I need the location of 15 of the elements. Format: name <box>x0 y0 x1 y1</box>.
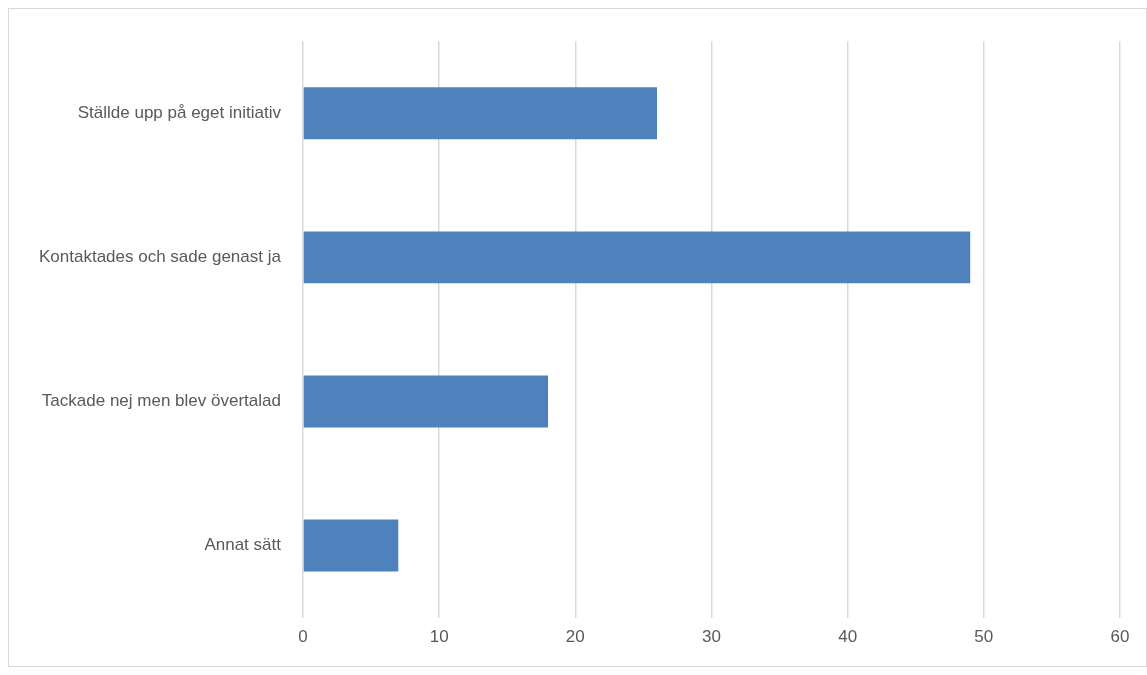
bar <box>303 375 549 428</box>
bar <box>303 87 658 140</box>
x-tick-label: 30 <box>702 627 721 647</box>
y-tick-label: Ställde upp på eget initiativ <box>77 102 282 122</box>
x-tick-label: 40 <box>838 627 858 647</box>
x-tick-label: 50 <box>974 627 994 647</box>
x-tick-label: 60 <box>1110 627 1130 647</box>
bar <box>303 231 971 284</box>
bar <box>303 519 399 572</box>
x-tick-label: 10 <box>429 627 449 647</box>
y-tick-label: Tackade nej men blev övertalad <box>41 391 281 411</box>
x-tick-label: 20 <box>565 627 585 647</box>
y-tick-label: Annat sätt <box>204 535 282 555</box>
x-tick-label: 0 <box>298 627 308 647</box>
y-tick-label: Kontaktades och sade genast ja <box>39 247 282 267</box>
